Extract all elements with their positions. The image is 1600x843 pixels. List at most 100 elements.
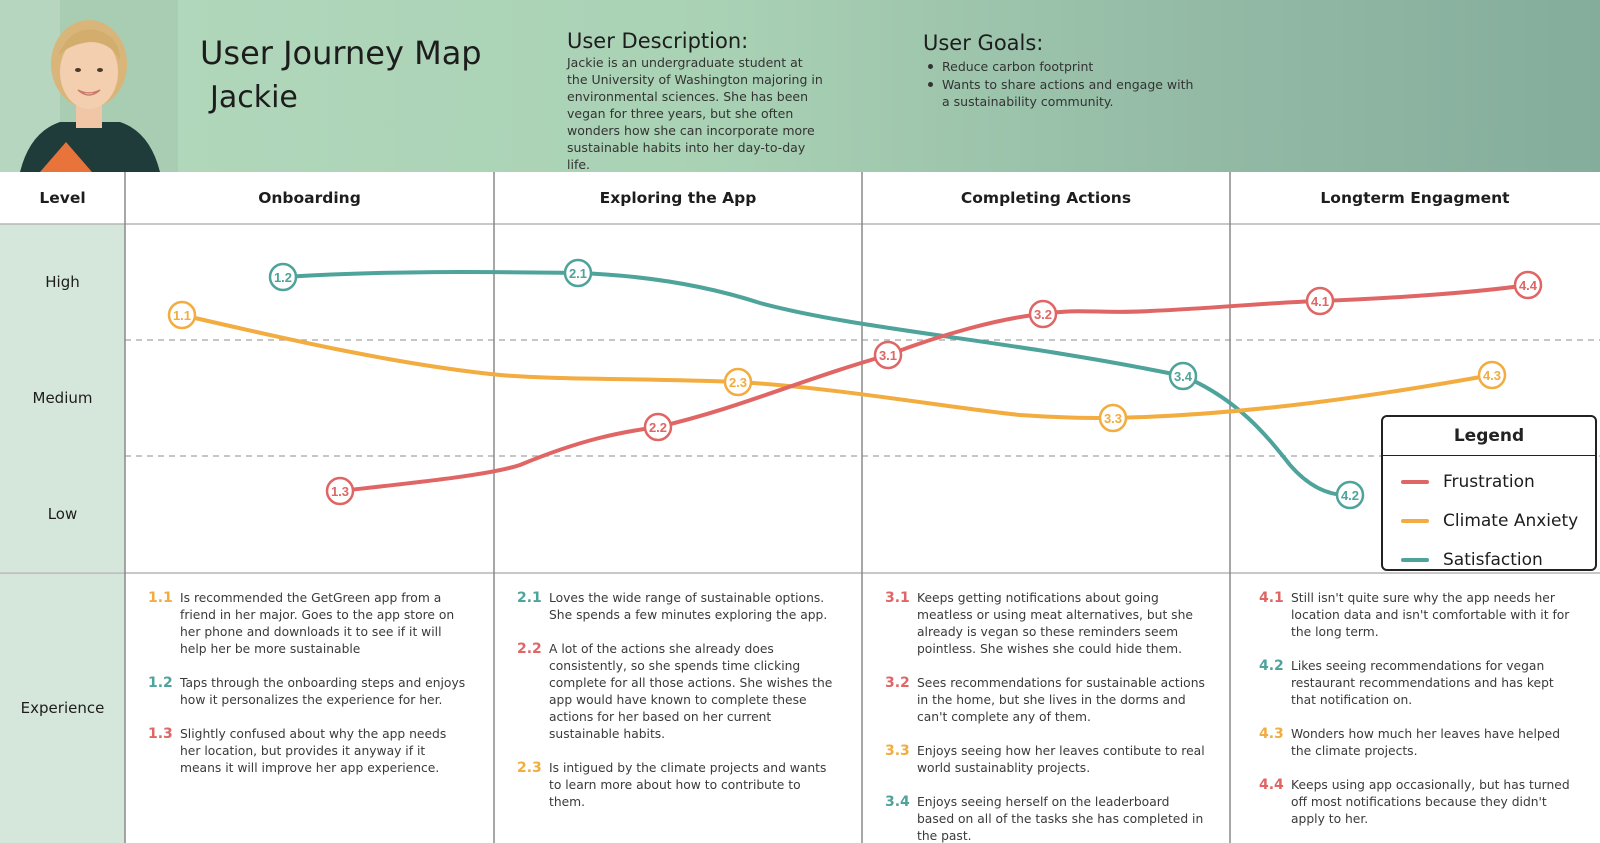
marker-4.2: 4.2 [1335,480,1365,510]
frustration-line [338,283,1530,493]
experience-text: Enjoys seeing how her leaves contibute t… [917,744,1205,775]
experience-item: 3.4 Enjoys seeing herself on the leaderb… [885,794,1207,843]
experience-text: Slightly confused about why the app need… [180,727,447,775]
legend-swatch [1401,519,1429,523]
marker-4.3: 4.3 [1477,360,1507,390]
marker-2.1: 2.1 [563,258,593,288]
goals-heading: User Goals: [923,31,1044,55]
experience-text: Loves the wide range of sustainable opti… [549,591,828,622]
svg-text:3.3: 3.3 [1104,411,1122,426]
legend-label: Satisfaction [1443,550,1543,570]
goal-item: Reduce carbon footprint [928,58,1198,75]
experience-number: 3.4 [885,794,910,810]
experience-text: Taps through the onboarding steps and en… [180,676,466,707]
marker-1.3: 1.3 [325,476,355,506]
experience-text: Enjoys seeing herself on the leaderboard… [917,795,1204,843]
experience-label: Experience [0,573,125,843]
experience-column-completing: 3.1 Keeps getting notifications about go… [885,590,1207,843]
legend-item-satisfaction: Satisfaction [1401,548,1543,572]
experience-number: 3.1 [885,590,910,606]
svg-text:2.3: 2.3 [729,375,747,390]
climate-anxiety-line [180,313,1494,421]
svg-text:4.1: 4.1 [1311,294,1329,309]
experience-item: 1.1 Is recommended the GetGreen app from… [148,590,466,658]
phase-header-onboarding: Onboarding [258,189,361,207]
marker-3.1: 3.1 [873,340,903,370]
goal-item: Wants to share actions and engage with a… [928,76,1198,110]
experience-number: 3.2 [885,675,910,691]
marker-3.4: 3.4 [1168,361,1198,391]
svg-text:2.2: 2.2 [649,420,667,435]
experience-text: Still isn't quite sure why the app needs… [1291,591,1570,639]
experience-item: 4.4 Keeps using app occasionally, but ha… [1259,777,1581,828]
experience-column-onboarding: 1.1 Is recommended the GetGreen app from… [148,590,466,794]
legend-label: Climate Anxiety [1443,511,1579,531]
experience-text: Is intigued by the climate projects and … [549,761,827,809]
description-text: Jackie is an undergraduate student at th… [567,55,823,172]
persona-name: Jackie [210,80,298,115]
svg-text:4.2: 4.2 [1341,488,1359,503]
legend: Legend Frustration Climate Anxiety Satis… [1381,415,1597,571]
marker-4.4: 4.4 [1513,270,1543,300]
experience-number: 2.3 [517,760,542,776]
experience-item: 3.3 Enjoys seeing how her leaves contibu… [885,743,1207,777]
experience-item: 3.1 Keeps getting notifications about go… [885,590,1207,658]
experience-number: 2.2 [517,641,542,657]
legend-swatch [1401,558,1429,562]
level-column-header: Level [39,189,86,207]
experience-number: 4.1 [1259,590,1284,606]
persona-photo [0,0,178,172]
experience-number: 2.1 [517,590,542,606]
satisfaction-line [281,269,1352,498]
experience-text: Likes seeing recommendations for vegan r… [1291,659,1554,707]
legend-item-frustration: Frustration [1401,470,1535,494]
experience-number: 4.2 [1259,658,1284,674]
experience-item: 2.1 Loves the wide range of sustainable … [517,590,835,624]
experience-column-exploring: 2.1 Loves the wide range of sustainable … [517,590,835,828]
experience-item: 1.2 Taps through the onboarding steps an… [148,675,466,709]
goals-list: Reduce carbon footprint Wants to share a… [928,58,1198,111]
legend-label: Frustration [1443,472,1535,492]
phase-header-completing: Completing Actions [960,189,1132,207]
svg-text:1.1: 1.1 [173,308,191,323]
legend-item-climate-anxiety: Climate Anxiety [1401,509,1578,533]
experience-text: Keeps getting notifications about going … [917,591,1193,656]
marker-3.3: 3.3 [1098,403,1128,433]
svg-text:1.2: 1.2 [274,270,292,285]
experience-column-longterm: 4.1 Still isn't quite sure why the app n… [1259,590,1581,843]
legend-title: Legend [1383,417,1595,456]
header-banner: User Journey Map Jackie User Description… [0,0,1600,172]
experience-text: Sees recommendations for sustainable act… [917,676,1205,724]
experience-number: 1.2 [148,675,173,691]
marker-2.3: 2.3 [723,367,753,397]
svg-text:3.4: 3.4 [1174,369,1193,384]
level-low-label: Low [0,456,125,572]
svg-text:3.2: 3.2 [1034,307,1052,322]
svg-text:4.3: 4.3 [1483,368,1501,383]
marker-1.1: 1.1 [167,300,197,330]
level-high-label: High [0,224,125,340]
experience-text: Wonders how much her leaves have helped … [1291,727,1561,758]
experience-item: 3.2 Sees recommendations for sustainable… [885,675,1207,726]
experience-number: 1.3 [148,726,173,742]
legend-swatch [1401,480,1429,484]
svg-text:2.1: 2.1 [569,266,587,281]
experience-text: Keeps using app occasionally, but has tu… [1291,778,1570,826]
experience-item: 2.2 A lot of the actions she already doe… [517,641,835,743]
experience-number: 4.4 [1259,777,1284,793]
experience-item: 4.2 Likes seeing recommendations for veg… [1259,658,1581,709]
svg-text:3.1: 3.1 [879,348,897,363]
phase-header-longterm: Longterm Engagment [1320,189,1510,207]
experience-item: 1.3 Slightly confused about why the app … [148,726,466,777]
experience-item: 4.3 Wonders how much her leaves have hel… [1259,726,1581,760]
experience-text: Is recommended the GetGreen app from a f… [180,591,455,656]
experience-number: 4.3 [1259,726,1284,742]
phase-header-exploring: Exploring the App [599,189,757,207]
description-heading: User Description: [567,29,749,53]
svg-text:4.4: 4.4 [1519,278,1538,293]
svg-text:1.3: 1.3 [331,484,349,499]
experience-number: 1.1 [148,590,173,606]
experience-item: 4.1 Still isn't quite sure why the app n… [1259,590,1581,641]
